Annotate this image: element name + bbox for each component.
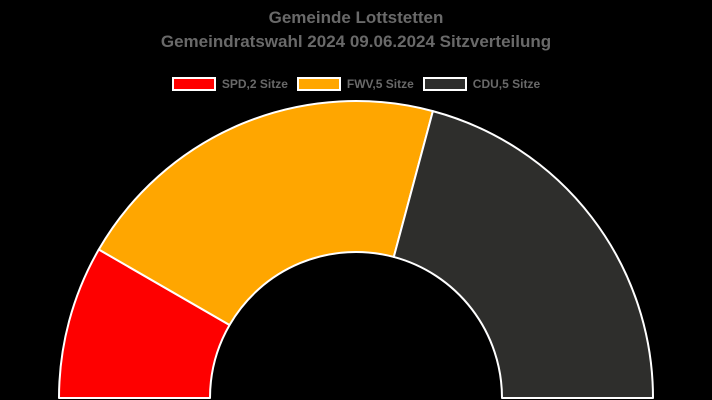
legend-label: CDU,5 Sitze [472,77,541,91]
legend: SPD,2 Sitze FWV,5 Sitze CDU,5 Sitze [0,75,712,93]
legend-swatch [422,77,467,91]
seat-segment-cdu [392,110,654,399]
chart-subtitle: Gemeindratswahl 2024 09.06.2024 Sitzvert… [160,32,552,51]
legend-label: FWV,5 Sitze [346,77,414,91]
legend-label: SPD,2 Sitze [221,77,288,91]
seat-segment-fwv [97,100,434,326]
legend-swatch [171,77,216,91]
chart-title-block: Gemeinde Lottstetten Gemeindratswahl 202… [0,6,712,54]
chart-title: Gemeinde Lottstetten [268,8,444,27]
legend-item: SPD,2 Sitze [171,77,288,91]
legend-swatch [296,77,341,91]
legend-item: CDU,5 Sitze [422,77,541,91]
legend-item: FWV,5 Sitze [296,77,414,91]
